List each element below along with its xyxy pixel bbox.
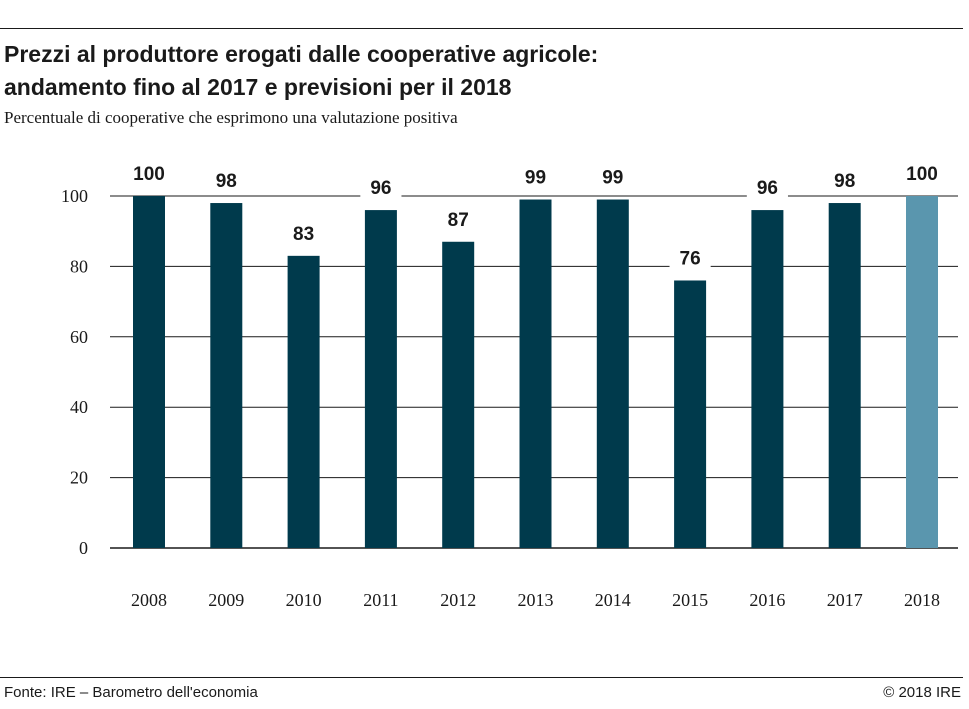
y-tick-label-0: 0 xyxy=(79,538,88,558)
value-label-2015: 76 xyxy=(680,248,701,269)
value-label-halo-2013 xyxy=(514,164,557,192)
value-label-2018: 100 xyxy=(906,164,938,185)
chart-title: Prezzi al produttore erogati dalle coope… xyxy=(4,38,944,104)
x-tick-label-2010: 2010 xyxy=(286,590,322,610)
y-tick-label-80: 80 xyxy=(70,256,88,276)
value-label-2012: 87 xyxy=(448,210,469,231)
x-tick-label-2017: 2017 xyxy=(827,590,863,610)
value-label-halo-2017 xyxy=(824,168,866,196)
bar-2011 xyxy=(364,210,397,548)
x-tick-label-2013: 2013 xyxy=(518,590,554,610)
y-tick-label-60: 60 xyxy=(70,327,88,347)
x-tick-label-2015: 2015 xyxy=(672,590,708,610)
bar-2017 xyxy=(828,203,861,549)
value-label-2011: 96 xyxy=(370,178,391,199)
value-label-halo-2011 xyxy=(360,175,402,203)
bar-2014 xyxy=(596,199,629,548)
value-label-halo-2012 xyxy=(437,206,479,234)
bar-2018 xyxy=(906,196,938,548)
bar-2008 xyxy=(133,196,165,548)
x-tick-label-2014: 2014 xyxy=(595,590,631,610)
bar-2012 xyxy=(442,241,475,548)
bar-2013 xyxy=(519,199,552,548)
x-tick-label-2018: 2018 xyxy=(904,590,940,610)
value-label-2013: 99 xyxy=(525,168,546,189)
bar-2009 xyxy=(210,203,243,549)
value-label-2016: 96 xyxy=(757,178,778,199)
bar-2015 xyxy=(674,280,707,548)
x-tick-label-2008: 2008 xyxy=(131,590,167,610)
bar-2010 xyxy=(287,255,320,548)
y-tick-label-40: 40 xyxy=(70,397,88,417)
chart-subtitle: Percentuale di cooperative che esprimono… xyxy=(4,108,458,127)
x-tick-label-2009: 2009 xyxy=(208,590,244,610)
title-line-2: andamento fino al 2017 e previsioni per … xyxy=(4,74,512,100)
value-label-2010: 83 xyxy=(293,224,314,245)
value-label-halo-2018 xyxy=(896,161,948,188)
value-label-halo-2009 xyxy=(205,168,247,196)
value-label-halo-2015 xyxy=(669,245,711,273)
value-label-2009: 98 xyxy=(216,171,237,192)
copyright-note: © 2018 IRE xyxy=(883,684,961,701)
x-tick-label-2016: 2016 xyxy=(749,590,785,610)
y-tick-label-100: 100 xyxy=(61,186,88,206)
value-label-2014: 99 xyxy=(602,168,623,189)
bottom-rule xyxy=(0,677,963,678)
top-rule xyxy=(0,28,963,29)
x-tick-label-2012: 2012 xyxy=(440,590,476,610)
value-label-2017: 98 xyxy=(834,171,855,192)
value-label-halo-2010 xyxy=(283,220,325,248)
source-note: Fonte: IRE – Barometro dell'economia xyxy=(4,684,258,701)
bar-2016 xyxy=(751,210,784,548)
value-label-2008: 100 xyxy=(133,164,165,185)
value-label-halo-2008 xyxy=(123,161,175,188)
x-tick-label-2011: 2011 xyxy=(363,590,398,610)
value-label-halo-2014 xyxy=(592,164,634,192)
y-tick-label-20: 20 xyxy=(70,468,88,488)
title-line-1: Prezzi al produttore erogati dalle coope… xyxy=(4,41,599,67)
value-label-halo-2016 xyxy=(746,175,788,203)
